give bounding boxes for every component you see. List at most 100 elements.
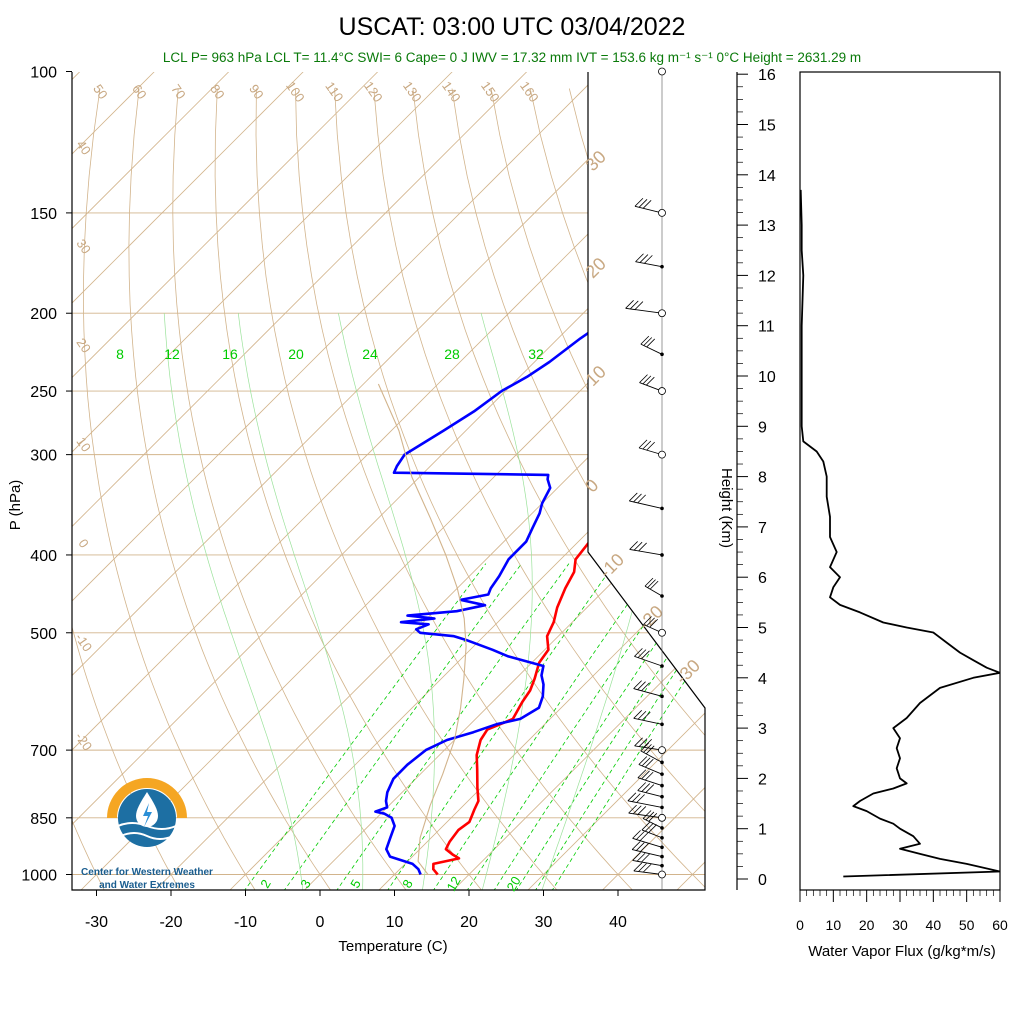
barb-dot — [660, 506, 664, 511]
mixing-ratio-line — [432, 563, 657, 890]
adiabat-top-label: 160 — [517, 79, 542, 105]
barb-feather — [633, 541, 643, 551]
mixing-ratio-line — [243, 563, 487, 890]
isotherm-line — [228, 72, 705, 890]
barb-feather — [629, 541, 638, 550]
barb-feather — [641, 682, 650, 692]
height-tick-label: 0 — [758, 872, 767, 889]
isotherm-line — [302, 72, 705, 890]
dry-adiabat-line — [214, 88, 484, 890]
barb-shaft — [638, 764, 663, 775]
barb-open-circle — [658, 309, 666, 318]
barb-open-circle — [658, 209, 666, 217]
height-tick-label: 11 — [758, 319, 775, 336]
dry-adiabat-line — [921, 89, 1024, 892]
barb-feather — [637, 494, 646, 504]
barb-feather — [640, 335, 650, 345]
dry-adiabat-line — [568, 88, 705, 890]
mixing-ratio-label: 12 — [164, 346, 180, 362]
wind-barb — [638, 756, 664, 776]
dry-adiabat-line — [529, 88, 705, 890]
isotherm-label: 0 — [581, 475, 602, 496]
isotherm-line — [72, 72, 173, 890]
barb-feather — [633, 493, 642, 503]
dry-adiabat-line — [412, 88, 705, 890]
mixing-ratio-label: 28 — [444, 346, 460, 362]
temperature-tick-label: 20 — [460, 914, 478, 931]
moist-adiabat-line — [237, 313, 364, 890]
barb-shaft — [633, 717, 663, 725]
isotherm-line — [72, 72, 248, 890]
barb-feather — [646, 338, 656, 348]
height-tick-label: 14 — [758, 168, 776, 185]
wind-barb — [639, 374, 664, 393]
adiabat-left-label: 0 — [75, 536, 91, 551]
barb-feather — [640, 843, 649, 852]
barb-shaft — [644, 585, 663, 597]
moist-adiabat-line — [480, 313, 533, 890]
adiabat-top-label: 90 — [246, 81, 267, 101]
barb-feather — [648, 813, 658, 822]
pressure-tick-label: 250 — [30, 384, 57, 401]
dry-adiabat-line — [608, 88, 705, 890]
adiabat-top-label: 120 — [361, 79, 386, 105]
skewt-series-layer — [374, 212, 705, 876]
mixing-ratio-bottom-label: 20 — [503, 874, 523, 894]
dry-adiabat-line — [172, 88, 408, 890]
barb-shaft — [640, 750, 663, 763]
barb-feather — [632, 852, 641, 861]
flux-profile — [799, 189, 1000, 878]
wind-barb — [633, 710, 664, 727]
pressure-tick-label: 100 — [30, 65, 57, 82]
barb-feather — [641, 650, 650, 660]
barb-feather — [641, 770, 650, 780]
wind-barb — [644, 577, 664, 598]
adiabat-left-label: 40 — [73, 137, 94, 157]
isotherm-line — [72, 72, 546, 890]
barb-feather — [625, 300, 634, 309]
barb-feather — [642, 375, 652, 385]
temperature-tick-label: -30 — [85, 914, 108, 931]
barb-shaft — [625, 307, 663, 314]
wind-barb — [640, 742, 664, 765]
isotherm-line — [72, 72, 99, 890]
dry-adiabat-line — [843, 89, 1024, 892]
wind-barb — [635, 253, 664, 269]
barb-shaft — [632, 859, 663, 867]
dry-adiabat-line — [82, 88, 257, 890]
barb-feather — [640, 742, 650, 752]
barb-feather — [628, 804, 637, 814]
moist-adiabat-line — [338, 313, 435, 890]
height-tick-label: 8 — [758, 470, 767, 487]
mixing-ratio-bottom-label: 2 — [257, 877, 274, 891]
cw3e-logo: Center for Western Weather and Water Ext… — [81, 778, 213, 891]
temperature-tick-label: -10 — [234, 914, 257, 931]
isotherm-line — [72, 72, 705, 890]
wind-barb — [633, 680, 664, 699]
barb-feather — [637, 710, 647, 720]
barb-feather — [634, 197, 644, 207]
logo-sun-arc — [107, 778, 187, 819]
barb-feather — [639, 832, 649, 841]
adiabat-left-label: 20 — [73, 335, 94, 355]
mixing-ratio-line — [492, 563, 705, 890]
barb-feather — [634, 301, 644, 310]
dry-adiabat-line — [726, 89, 1024, 892]
isotherm-line — [72, 72, 620, 890]
wind-barb — [627, 792, 664, 810]
isotherm-label: -30 — [671, 655, 704, 688]
flux-border — [799, 71, 1001, 891]
adiabat-top-label: 140 — [439, 79, 464, 105]
barb-feather — [642, 810, 652, 819]
wind-barb — [629, 541, 664, 557]
flux-tick-label: 10 — [826, 917, 842, 933]
barb-feather — [637, 782, 647, 791]
barb-feather — [643, 738, 653, 748]
barb-feather — [645, 745, 655, 755]
pressure-tick-label: 200 — [30, 306, 57, 323]
x-axis-title: Temperature (C) — [338, 938, 447, 955]
isotherm-line — [72, 72, 397, 890]
flux-tick-label: 60 — [992, 917, 1008, 933]
